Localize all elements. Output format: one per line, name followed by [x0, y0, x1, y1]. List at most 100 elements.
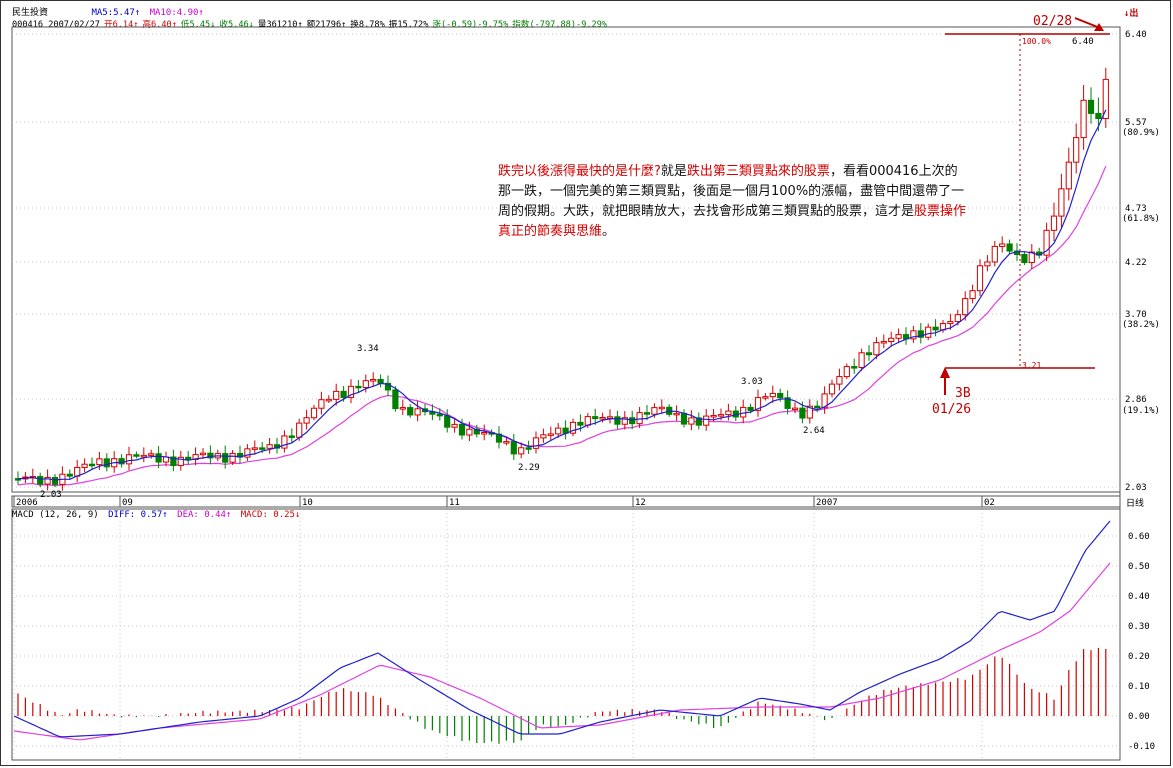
pct-100-label: 100.0% [1022, 37, 1051, 46]
candle-body [629, 417, 636, 425]
candle-body [44, 476, 51, 485]
candle-body [540, 434, 547, 439]
note-part-3: 跌出第三類買點來的股票 [686, 164, 830, 179]
note-part-2: 就是 [660, 164, 687, 179]
candle-body [614, 416, 621, 425]
candle-body [947, 321, 954, 325]
dea-legend: DEA: 0.44↑ [177, 510, 232, 520]
candle-body [762, 396, 769, 399]
pct-base-label: 3.21 [1022, 361, 1041, 370]
ma5-line [17, 109, 1107, 481]
candle-body [569, 421, 577, 434]
candle-body [466, 428, 473, 436]
candle-body [473, 428, 480, 435]
candle-body [399, 407, 406, 410]
price-axis: 6.40 5.57 4.73 4.22 3.70 2.86 2.03 (80.9%) (61.8… [1122, 30, 1160, 493]
candle-body [806, 405, 813, 419]
candle-body [769, 392, 776, 398]
candle-body [362, 380, 369, 389]
date-axis: 2006 09 10 11 12 2007 02 [13, 496, 995, 760]
candle-body [680, 412, 688, 425]
candle-body [310, 407, 318, 419]
date-tick-label: 2006 [16, 498, 38, 508]
macd-title: MACD (12, 26, 9) [12, 510, 99, 520]
candle-body [333, 390, 340, 400]
candle-body [451, 423, 458, 428]
low-label-203: 2.03 [40, 490, 62, 500]
note-part-6: 。 [602, 224, 616, 239]
candle-body [740, 406, 747, 418]
candle-body [703, 415, 710, 426]
candle-body [791, 407, 799, 411]
candlesticks [14, 67, 1109, 491]
candle-body [155, 453, 162, 463]
candle-body [836, 376, 843, 385]
macd-tick-label: 0.40 [1128, 592, 1150, 602]
candle-body [976, 265, 984, 292]
pct-tick-label: (38.2%) [1122, 320, 1160, 330]
candle-body [244, 448, 251, 458]
candle-body [125, 454, 133, 465]
low-value: 低5.45↓ [180, 20, 216, 30]
candle-body [229, 452, 236, 463]
candle-body [747, 406, 754, 411]
price-tick-label: 4.22 [1125, 258, 1147, 268]
candle-body [651, 407, 658, 415]
candle-body [148, 453, 155, 456]
candle-body [1050, 215, 1058, 231]
price-tick-label: 4.73 [1125, 204, 1147, 214]
candle-body [695, 417, 702, 426]
candle-body [133, 454, 140, 457]
candle-body [481, 431, 488, 435]
candle-body [673, 412, 680, 416]
period-label[interactable]: 日线 [1126, 497, 1144, 509]
candle-body [340, 390, 347, 398]
candle-body [717, 414, 725, 417]
candle-body [969, 290, 976, 300]
price-tick-label: 5.57 [1125, 118, 1147, 128]
macd-tick-label: -0.10 [1128, 742, 1155, 752]
candle-body [1043, 229, 1050, 256]
buy-point-arrowhead [940, 367, 950, 378]
candle-body [851, 366, 858, 369]
ma5-legend: MA5:5.47↑ [91, 8, 141, 18]
dea-line [13, 562, 1111, 741]
candle-body [1102, 78, 1109, 120]
high-label-303: 3.03 [741, 377, 763, 387]
buy-point-date: 01/26 [932, 402, 971, 417]
diff-legend: DIFF: 0.57↑ [108, 510, 168, 520]
candle-body [140, 454, 147, 458]
candle-body [347, 385, 355, 398]
candle-body [643, 412, 651, 415]
candle-body [259, 447, 266, 450]
candle-body [828, 383, 836, 395]
candle-body [991, 245, 998, 263]
top-date-label: 02/28 [1033, 14, 1072, 29]
toolbar-button[interactable]: ↓出 [1124, 6, 1142, 19]
candle-body [1058, 188, 1065, 217]
price-tick-label: 6.40 [1125, 30, 1147, 40]
candle-body [814, 405, 821, 409]
candle-body [917, 330, 924, 338]
candle-body [377, 379, 384, 384]
note-part-4: ，看看000416上次的那一跌，一個完美的第三類買點，後面是一個月100%的漲幅… [498, 164, 965, 219]
candle-body [1080, 99, 1087, 139]
candle-body [355, 385, 362, 389]
candle-body [984, 261, 991, 267]
candle-body [118, 458, 125, 465]
candle-body [384, 382, 392, 391]
candle-body [1006, 243, 1013, 252]
date-axis-strip [11, 495, 1121, 508]
candle-body [954, 314, 961, 323]
commentary-note: 跌完以後漲得最快的是什麼?就是跌出第三類買點來的股票，看看000416上次的那一… [498, 162, 968, 242]
candle-body [858, 352, 865, 368]
candle-body [895, 334, 902, 339]
candle-body [821, 393, 828, 409]
price-tick-label: 2.86 [1125, 395, 1147, 405]
candle-body [1073, 137, 1080, 163]
macd-tick-label: 0.20 [1128, 652, 1150, 662]
ma10-polyline [17, 165, 1107, 487]
date-tick-label: 10 [302, 498, 313, 508]
macd-value-legend: MACD: 0.25↓ [240, 510, 301, 520]
